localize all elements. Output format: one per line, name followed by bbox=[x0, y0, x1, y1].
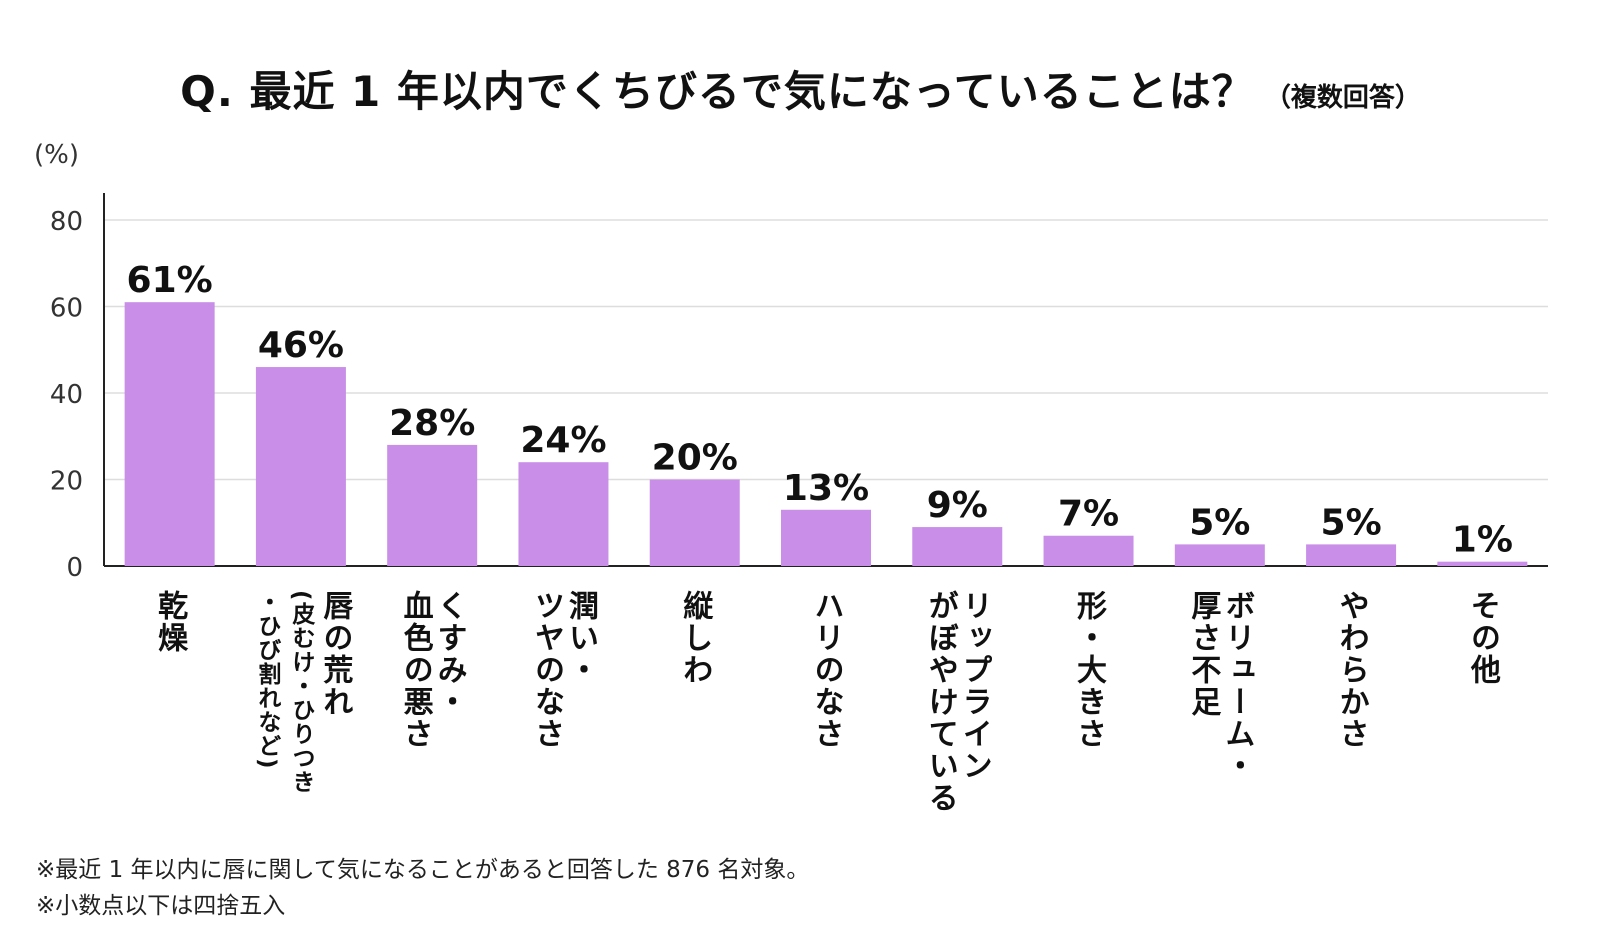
x-tick-label: (皮むけ・ひりつき bbox=[288, 590, 316, 794]
y-axis-unit: (%) bbox=[34, 140, 79, 170]
bar bbox=[1437, 561, 1528, 566]
chart-title-main: Q. 最近 1 年以内でくちびるで気になっていることは？ bbox=[180, 67, 1255, 116]
data-label: 9% bbox=[927, 485, 988, 526]
x-tick-label: ボリューム・ bbox=[1219, 590, 1254, 782]
x-tick-label: くすみ・ bbox=[432, 590, 467, 718]
data-label: 20% bbox=[652, 438, 738, 479]
data-label: 28% bbox=[389, 403, 475, 444]
bar bbox=[1174, 544, 1265, 566]
x-tick-label: リップライン bbox=[957, 590, 992, 782]
data-label: 1% bbox=[1452, 520, 1513, 561]
bar bbox=[1043, 535, 1134, 566]
footnote-sample: ※最近 1 年以内に唇に関して気になることがあると回答した 876 名対象。 bbox=[36, 857, 810, 883]
y-tick-label: 40 bbox=[50, 380, 83, 410]
x-tick-label: その他 bbox=[1465, 590, 1502, 686]
data-label: 5% bbox=[1321, 502, 1382, 543]
bar bbox=[518, 462, 609, 566]
y-tick-label: 0 bbox=[66, 553, 83, 583]
x-tick-label: がぼやけている bbox=[923, 590, 958, 814]
bar bbox=[124, 302, 215, 566]
y-tick-label: 20 bbox=[50, 467, 83, 497]
data-label: 46% bbox=[258, 325, 344, 366]
footnote-rounding: ※小数点以下は四捨五入 bbox=[36, 893, 286, 919]
y-tick-label: 60 bbox=[50, 294, 83, 324]
x-tick-label: ツヤのなさ bbox=[529, 590, 564, 750]
x-tick-label: やわらかさ bbox=[1334, 590, 1369, 750]
x-tick-label: 縦しわ bbox=[677, 590, 713, 686]
bar bbox=[1306, 544, 1397, 566]
x-tick-label: 潤い・ bbox=[563, 590, 599, 686]
chart-title-sub: （複数回答） bbox=[1264, 83, 1421, 113]
bar bbox=[255, 367, 346, 566]
y-tick-label: 80 bbox=[50, 207, 83, 237]
data-label: 5% bbox=[1189, 502, 1250, 543]
bar bbox=[912, 527, 1003, 566]
data-label: 24% bbox=[520, 420, 606, 461]
x-tick-label: 血色の悪さ bbox=[398, 590, 434, 750]
x-tick-label: 乾燥 bbox=[152, 590, 188, 654]
x-tick-label: 形・大きさ bbox=[1071, 590, 1107, 750]
data-label: 13% bbox=[783, 468, 869, 509]
chart-title: Q. 最近 1 年以内でくちびるで気になっていることは？ （複数回答） bbox=[0, 58, 1601, 119]
bar bbox=[781, 509, 871, 566]
footnotes: ※最近 1 年以内に唇に関して気になることがあると回答した 876 名対象。 ※… bbox=[36, 852, 809, 924]
x-tick-label: ハリのなさ bbox=[809, 590, 844, 750]
data-label: 7% bbox=[1058, 494, 1119, 535]
data-label: 61% bbox=[127, 260, 213, 301]
x-tick-label: ・ひび割れなど) bbox=[254, 590, 282, 770]
bar bbox=[387, 444, 478, 566]
x-tick-label: 唇の荒れ bbox=[317, 590, 353, 718]
bar bbox=[649, 479, 740, 566]
x-tick-label: 厚さ不足 bbox=[1185, 590, 1221, 718]
